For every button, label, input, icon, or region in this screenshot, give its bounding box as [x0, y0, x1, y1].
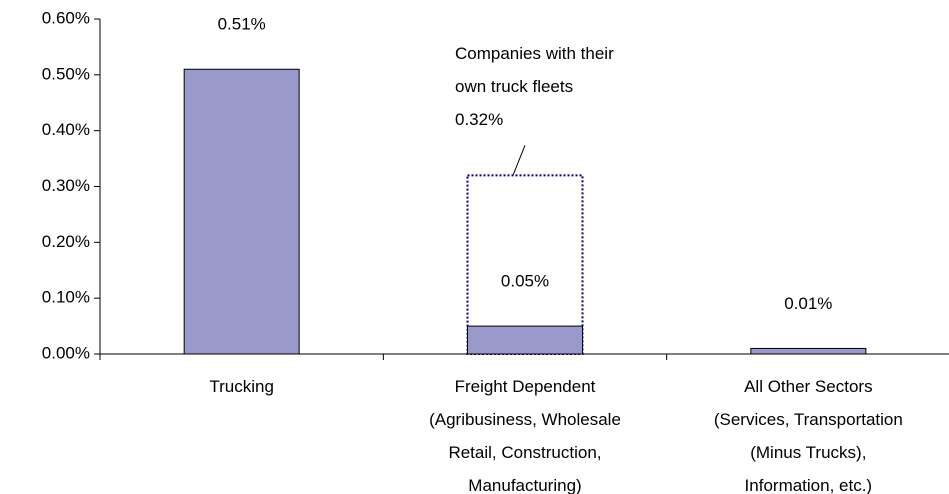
y-tick-label: 0.30% — [42, 176, 90, 195]
bar — [750, 347, 867, 355]
x-tick-label: Trucking — [209, 377, 274, 396]
y-tick-label: 0.50% — [42, 64, 90, 83]
annotation-value: 0.32% — [455, 110, 504, 129]
y-tick-label: 0.10% — [42, 288, 90, 307]
annotation-text: Companies with their own truck fleets — [455, 44, 614, 96]
data-label: 0.51% — [218, 15, 266, 34]
leader-line — [512, 145, 526, 176]
y-tick-label: 0.20% — [42, 232, 90, 251]
y-tick-label: 0.60% — [42, 8, 90, 27]
data-label: 0.01% — [784, 294, 832, 313]
overlay-bar — [466, 174, 584, 355]
data-label: 0.05% — [501, 272, 549, 291]
x-tick-label: Freight Dependent (Agribusiness, Wholesal… — [429, 377, 621, 494]
y-tick-label: 0.40% — [42, 120, 90, 139]
annotation: Companies with their own truck fleets 0.… — [455, 37, 620, 136]
x-tick-label: All Other Sectors (Services, Transportati… — [714, 377, 903, 494]
bar — [467, 325, 583, 355]
bar — [183, 68, 300, 355]
y-tick-label: 0.00% — [42, 343, 90, 362]
